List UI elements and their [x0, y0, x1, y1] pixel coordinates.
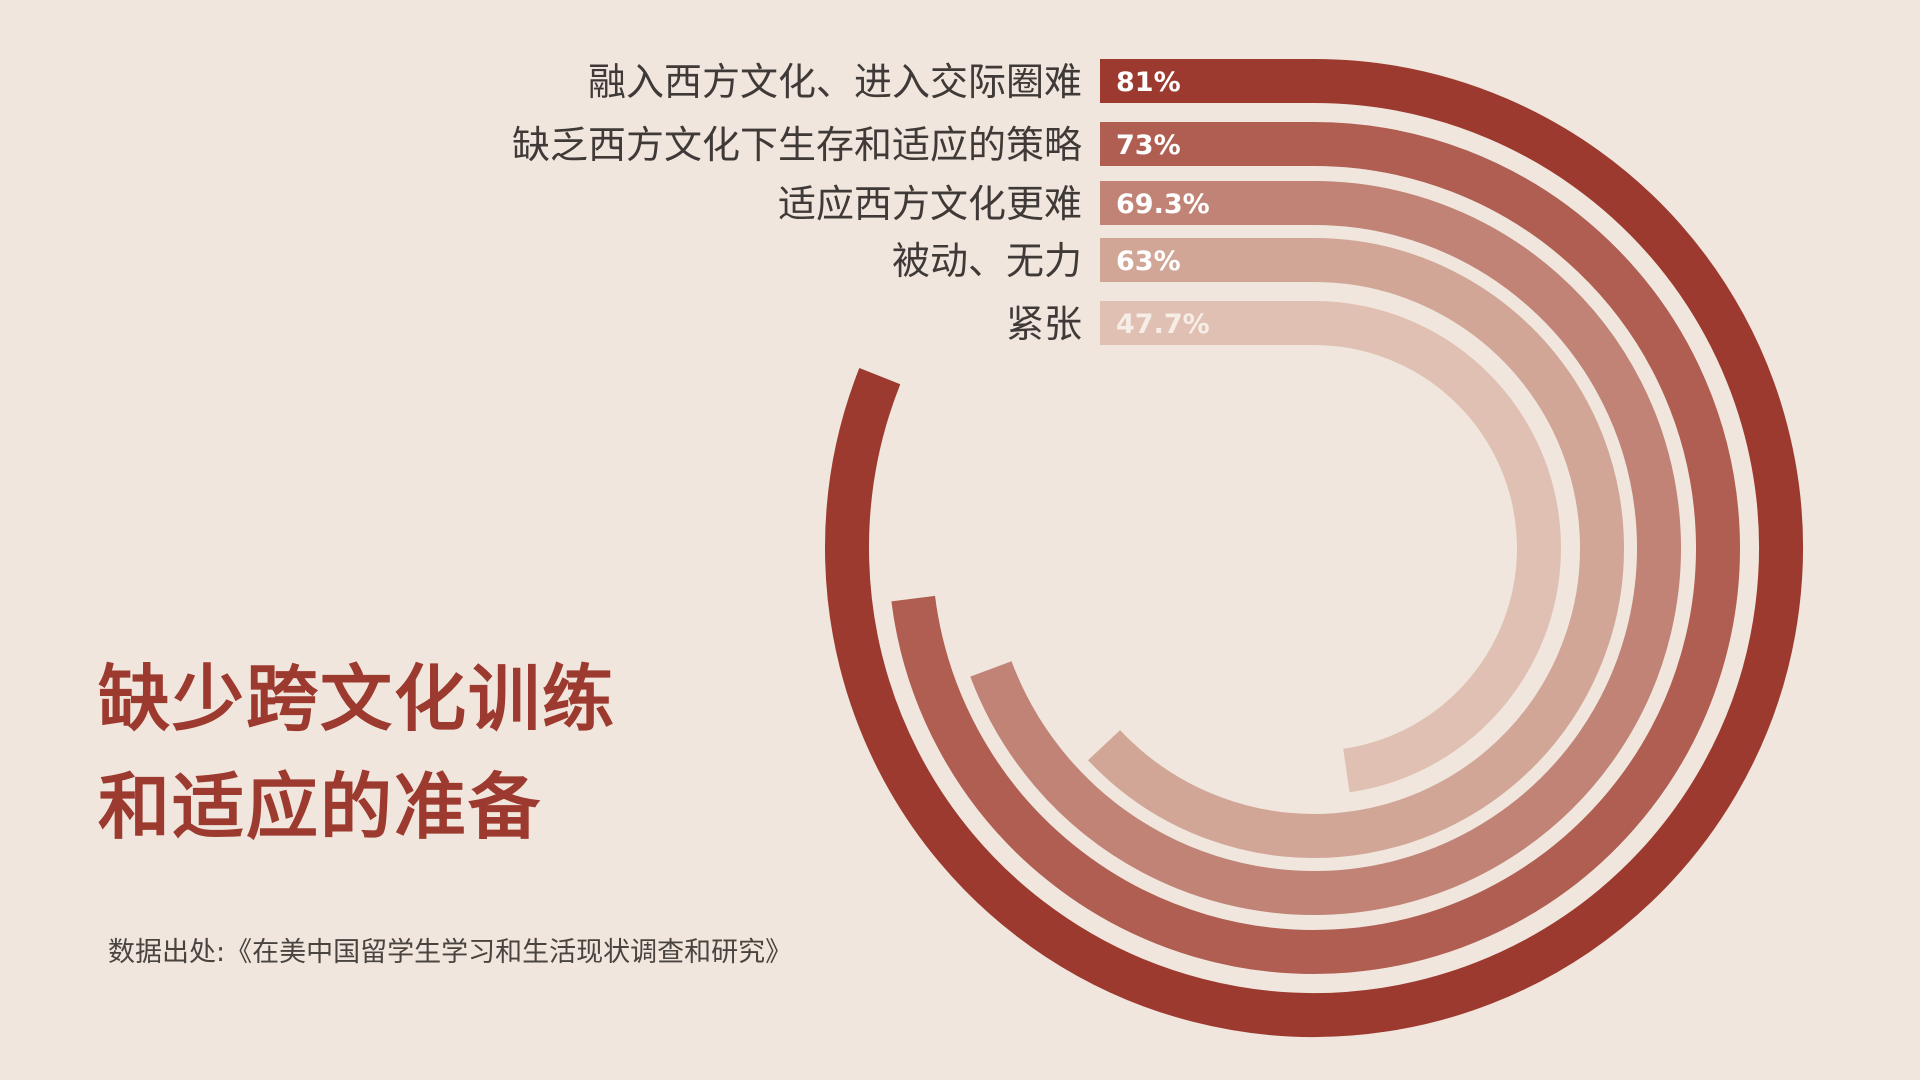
radial-bar-2 [891, 122, 1741, 974]
value-label-3: 69.3% [1116, 189, 1210, 220]
value-label-2: 73% [1116, 130, 1181, 161]
category-label-3: 适应西方文化更难 [778, 182, 1082, 226]
radial-bar-1 [825, 59, 1803, 1037]
radial-bar-3 [970, 181, 1681, 915]
category-label-2: 缺乏西方文化下生存和适应的策略 [512, 123, 1082, 167]
value-label-5: 47.7% [1116, 309, 1210, 340]
category-label-4: 被动、无力 [892, 239, 1082, 283]
headline-line-1: 缺少跨文化训练 [98, 656, 617, 741]
value-label-4: 63% [1116, 246, 1181, 277]
source-note: 数据出处:《在美中国留学生学习和生活现状调查和研究》 [108, 937, 793, 968]
radial-bar-4 [1088, 238, 1624, 858]
headline: 缺少跨文化训练 和适应的准备 [98, 645, 616, 861]
category-label-1: 融入西方文化、进入交际圈难 [588, 60, 1082, 104]
headline-line-2: 和适应的准备 [98, 764, 543, 849]
radial-bar-5 [1100, 301, 1561, 793]
value-label-1: 81% [1116, 67, 1181, 98]
category-label-5: 紧张 [1006, 302, 1082, 346]
